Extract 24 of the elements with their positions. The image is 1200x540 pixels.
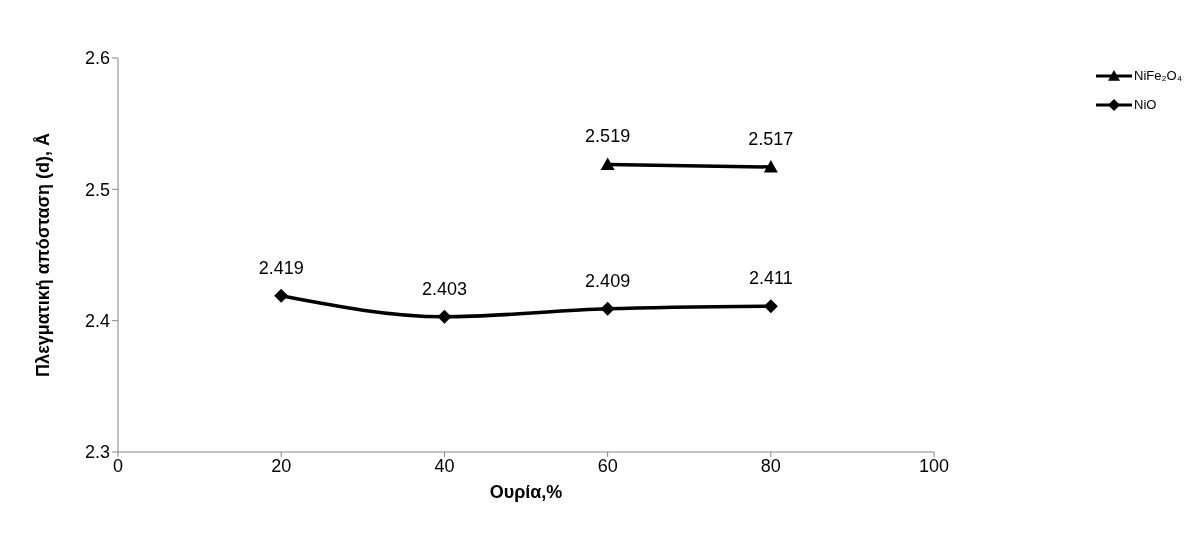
legend-label: NiO bbox=[1134, 97, 1157, 112]
legend-label: NiFe₂O₄ bbox=[1134, 68, 1182, 83]
data-label: 2.411 bbox=[749, 268, 793, 289]
point bbox=[763, 299, 778, 314]
y-tick-label: 2.3 bbox=[84, 442, 110, 463]
point bbox=[274, 288, 289, 303]
x-tick-label: 20 bbox=[271, 455, 292, 476]
x-tick-label: 60 bbox=[597, 455, 618, 476]
y-axis-title: Πλεγματική απόσταση (d), Å bbox=[33, 133, 54, 377]
x-tick-label: 100 bbox=[919, 455, 950, 476]
point bbox=[437, 309, 452, 324]
data-label: 2.519 bbox=[585, 126, 631, 147]
x-tick-label: 0 bbox=[112, 455, 124, 476]
y-tick-label: 2.5 bbox=[84, 179, 110, 200]
data-label: 2.409 bbox=[585, 270, 631, 291]
y-tick-label: 2.6 bbox=[84, 48, 110, 69]
y-tick-label: 2.4 bbox=[84, 311, 110, 332]
data-label: 2.517 bbox=[748, 129, 794, 150]
x-axis-title: Ουρία,% bbox=[489, 482, 563, 502]
point bbox=[600, 301, 615, 316]
data-label: 2.403 bbox=[421, 278, 467, 299]
data-label: 2.419 bbox=[258, 257, 304, 278]
x-tick-label: 40 bbox=[434, 455, 455, 476]
x-tick-label: 80 bbox=[760, 455, 781, 476]
